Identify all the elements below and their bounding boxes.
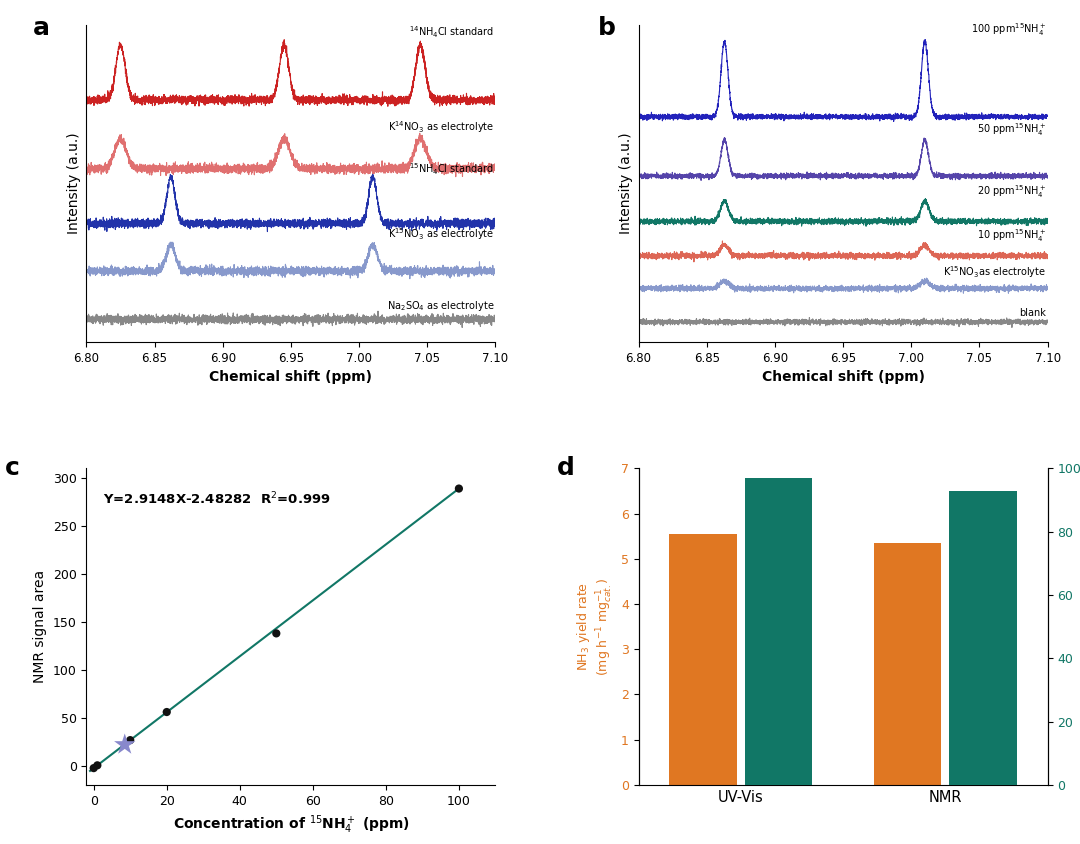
Point xyxy=(89,759,106,772)
Text: a: a xyxy=(33,16,51,40)
Text: 50 ppm$^{15}$NH$_4^+$: 50 ppm$^{15}$NH$_4^+$ xyxy=(977,121,1047,138)
Text: $^{15}$NH$_4$Cl standard: $^{15}$NH$_4$Cl standard xyxy=(409,161,494,176)
Y-axis label: NMR signal area: NMR signal area xyxy=(33,570,48,684)
Y-axis label: NH$_3$ yield rate
(mg h$^{-1}$ mg$_{cat.}^{-1}$): NH$_3$ yield rate (mg h$^{-1}$ mg$_{cat.… xyxy=(576,577,616,676)
Point xyxy=(122,733,139,747)
X-axis label: Chemical shift (ppm): Chemical shift (ppm) xyxy=(210,371,373,384)
Text: K$^{15}$NO$_3$as electrolyte: K$^{15}$NO$_3$as electrolyte xyxy=(943,264,1047,280)
Text: K$^{15}$NO$_3$ as electrolyte: K$^{15}$NO$_3$ as electrolyte xyxy=(388,226,494,242)
Bar xyxy=(670,534,737,785)
Point xyxy=(450,482,468,495)
Text: d: d xyxy=(557,456,575,479)
Text: 100 ppm$^{15}$NH$_4^+$: 100 ppm$^{15}$NH$_4^+$ xyxy=(971,21,1047,38)
Bar xyxy=(949,490,1017,785)
Text: 20 ppm$^{15}$NH$_4^+$: 20 ppm$^{15}$NH$_4^+$ xyxy=(977,183,1047,200)
X-axis label: Chemical shift (ppm): Chemical shift (ppm) xyxy=(761,371,924,384)
Point xyxy=(117,738,134,751)
Text: 10 ppm$^{15}$NH$_4^+$: 10 ppm$^{15}$NH$_4^+$ xyxy=(977,227,1047,244)
Y-axis label: Intensity (a.u.): Intensity (a.u.) xyxy=(619,133,633,235)
Bar xyxy=(874,543,942,785)
Text: Na$_2$SO$_4$ as electrolyte: Na$_2$SO$_4$ as electrolyte xyxy=(387,299,494,313)
Text: b: b xyxy=(597,16,616,40)
Text: $^{14}$NH$_4$Cl standard: $^{14}$NH$_4$Cl standard xyxy=(409,24,494,40)
Text: blank: blank xyxy=(1020,308,1047,318)
Bar xyxy=(745,478,812,785)
Text: c: c xyxy=(4,456,19,479)
Text: K$^{14}$NO$_3$ as electrolyte: K$^{14}$NO$_3$ as electrolyte xyxy=(388,120,494,135)
Point xyxy=(158,706,175,719)
Y-axis label: Intensity (a.u.): Intensity (a.u.) xyxy=(67,133,81,235)
Point xyxy=(268,626,285,640)
X-axis label: Concentration of $^{15}$NH$_4^+$ (ppm): Concentration of $^{15}$NH$_4^+$ (ppm) xyxy=(173,814,409,836)
Point xyxy=(85,761,103,775)
Text: Y=2.9148X-2.48282  R$^2$=0.999: Y=2.9148X-2.48282 R$^2$=0.999 xyxy=(103,490,330,507)
